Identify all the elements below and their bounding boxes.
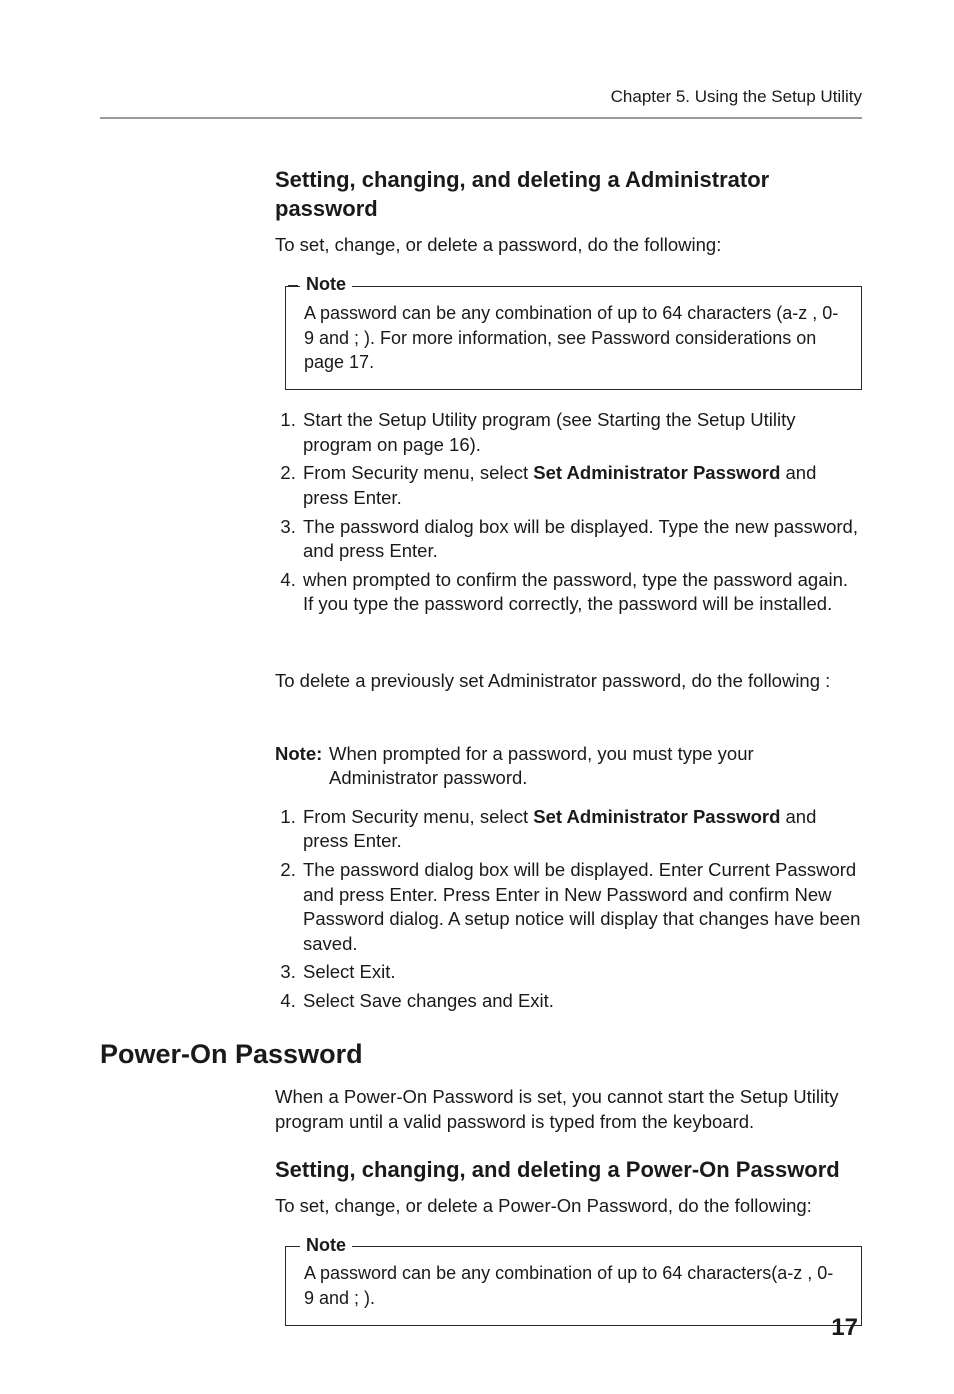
step-text-bold: Set Administrator Password (533, 806, 780, 827)
section-poweron-password: When a Power-On Password is set, you can… (275, 1085, 862, 1326)
section-admin-password: Setting, changing, and deleting a Admini… (275, 165, 862, 1014)
inline-note-text: When prompted for a password, you must t… (329, 743, 754, 789)
note-label: Note (300, 1234, 352, 1258)
poweron-intro: When a Power-On Password is set, you can… (275, 1085, 862, 1134)
poweron-sub-intro: To set, change, or delete a Power-On Pas… (275, 1194, 862, 1219)
step-text-bold: Set Administrator Password (533, 462, 780, 483)
inline-note: Note: When prompted for a password, you … (275, 742, 862, 791)
list-item: The password dialog box will be displaye… (301, 515, 862, 564)
page-number: 17 (831, 1312, 858, 1344)
step-text-pre: From Security menu, select (303, 806, 533, 827)
admin-set-steps: Start the Setup Utility program (see Sta… (275, 408, 862, 617)
header-rule (100, 117, 862, 119)
page-container: Chapter 5. Using the Setup Utility Setti… (0, 0, 954, 1394)
list-item: From Security menu, select Set Administr… (301, 461, 862, 510)
list-item: The password dialog box will be displaye… (301, 858, 862, 956)
admin-intro: To set, change, or delete a password, do… (275, 233, 862, 258)
heading-poweron: Power-On Password (100, 1037, 862, 1073)
running-header: Chapter 5. Using the Setup Utility (100, 86, 862, 109)
note-text: A password can be any combination of up … (304, 1261, 843, 1311)
step-text: Start the Setup Utility program (see Sta… (303, 409, 796, 455)
note-label: Note (300, 273, 352, 297)
list-item: Select Save changes and Exit. (301, 989, 862, 1014)
spacer (275, 641, 862, 669)
list-item: From Security menu, select Set Administr… (301, 805, 862, 854)
admin-delete-steps: From Security menu, select Set Administr… (275, 805, 862, 1014)
step-text: Select Save changes and Exit. (303, 990, 554, 1011)
spacer (275, 714, 862, 742)
note-box-admin: Note A password can be any combination o… (285, 286, 862, 390)
list-item: when prompted to confirm the password, t… (301, 568, 862, 617)
step-text: The password dialog box will be displaye… (303, 516, 858, 562)
note-box-poweron: Note A password can be any combination o… (285, 1246, 862, 1326)
heading-admin: Setting, changing, and deleting a Admini… (275, 165, 862, 224)
inline-note-label: Note: (275, 742, 322, 767)
step-text: Select Exit. (303, 961, 396, 982)
step-text: The password dialog box will be displaye… (303, 859, 860, 954)
list-item: Start the Setup Utility program (see Sta… (301, 408, 862, 457)
heading-poweron-sub: Setting, changing, and deleting a Power-… (275, 1155, 862, 1184)
admin-delete-intro: To delete a previously set Administrator… (275, 669, 862, 694)
list-item: Select Exit. (301, 960, 862, 985)
note-text: A password can be any combination of up … (304, 301, 843, 375)
step-text-pre: From Security menu, select (303, 462, 533, 483)
step-text: when prompted to confirm the password, t… (303, 569, 848, 615)
